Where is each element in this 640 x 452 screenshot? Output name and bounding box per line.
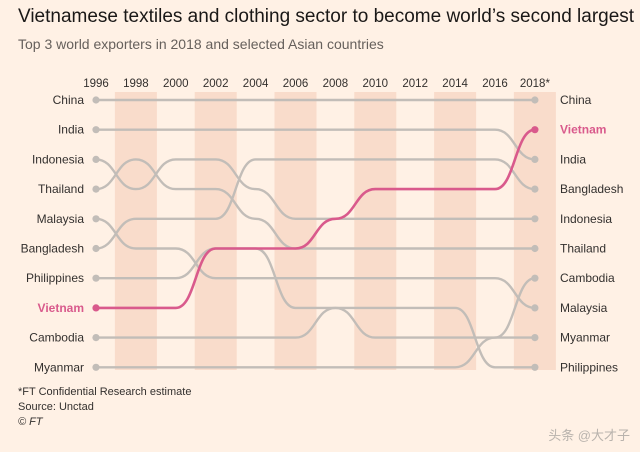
series-dot-end-thailand [531,244,539,253]
left-label-bangladesh: Bangladesh [21,242,84,256]
year-label-2006: 2006 [283,78,309,90]
footnote-source: Source: Unctad [18,401,94,413]
left-label-thailand: Thailand [38,182,84,196]
year-label-2016: 2016 [482,78,508,90]
series-dot-start-china [92,96,100,104]
series-dot-end-indonesia [531,215,539,223]
right-label-china: China [560,93,592,107]
series-line-malaysia [94,217,537,310]
year-band-2002 [194,92,237,370]
series-dot-end-china [531,96,539,104]
series-dot-end-philippines [531,363,539,371]
right-label-bangladesh: Bangladesh [560,182,623,196]
series-dot-end-vietnam [531,126,539,134]
year-bands [114,92,556,370]
series-dot-end-malaysia [531,304,539,312]
series-dot-start-cambodia [92,334,100,342]
watermark: 头条 @大才子 [548,428,630,443]
series-dot-start-indonesia [92,155,100,163]
series-line-thailand [94,158,537,250]
left-label-cambodia: Cambodia [29,331,84,345]
series-dot-end-cambodia [531,274,539,282]
year-label-2018: 2018* [520,78,551,90]
year-label-2012: 2012 [402,78,428,90]
left-label-myanmar: Myanmar [34,360,84,374]
right-label-malaysia: Malaysia [560,301,608,315]
year-band-2018 [513,92,556,370]
series-line-india [94,128,537,161]
series-lines [94,98,537,369]
series-line-indonesia [94,158,537,221]
series-dots [92,96,539,371]
series-dot-start-india [92,126,100,134]
year-label-2000: 2000 [163,78,189,90]
series-line-philippines [94,247,537,369]
series-dot-end-myanmar [531,334,539,342]
right-label-india: India [560,152,586,166]
right-label-vietnam: Vietnam [560,123,606,137]
year-band-2014 [434,92,477,370]
right-label-myanmar: Myanmar [560,331,610,345]
year-band-2010 [354,92,397,370]
left-label-vietnam: Vietnam [38,301,84,315]
year-label-2004: 2004 [243,78,269,90]
left-label-malaysia: Malaysia [37,212,85,226]
right-label-philippines: Philippines [560,360,618,374]
series-dot-start-vietnam [92,304,100,312]
series-dot-start-philippines [92,274,100,282]
left-label-china: China [53,93,85,107]
footnote-estimate: *FT Confidential Research estimate [18,386,192,398]
series-line-bangladesh [94,158,537,250]
series-line-vietnam [94,128,537,310]
series-dot-start-myanmar [92,363,100,371]
series-dot-start-thailand [92,185,100,193]
year-label-1998: 1998 [123,78,149,90]
year-axis: 1996 1998 2000 2002 2004 2006 2008 2010 2012 2014… [83,78,550,90]
left-rank-labels: China India Indonesia Thailand Malaysia Bangl… [21,93,85,374]
left-label-philippines: Philippines [26,271,84,285]
year-label-2014: 2014 [442,78,468,90]
left-label-indonesia: Indonesia [32,152,84,166]
year-band-1998 [114,92,157,370]
year-label-1996: 1996 [83,78,109,90]
year-label-2002: 2002 [203,78,229,90]
chart-subtitle: Top 3 world exporters in 2018 and select… [18,36,384,52]
series-dot-start-malaysia [92,215,100,223]
right-label-cambodia: Cambodia [560,271,615,285]
series-line-myanmar [94,336,537,369]
chart-title: Vietnamese textiles and clothing sector … [18,6,635,27]
right-label-indonesia: Indonesia [560,212,612,226]
series-dot-end-bangladesh [531,185,539,193]
right-rank-labels: China Vietnam India Bangladesh Indonesia Thai… [560,93,623,374]
series-dot-end-india [531,155,539,163]
series-dot-start-bangladesh [92,244,100,253]
year-band-2006 [274,92,317,370]
series-line-cambodia [94,277,537,339]
year-label-2008: 2008 [323,78,349,90]
left-label-india: India [58,123,84,137]
right-label-thailand: Thailand [560,242,606,256]
footnote-copyright: © FT [18,416,43,428]
year-label-2010: 2010 [363,78,389,90]
